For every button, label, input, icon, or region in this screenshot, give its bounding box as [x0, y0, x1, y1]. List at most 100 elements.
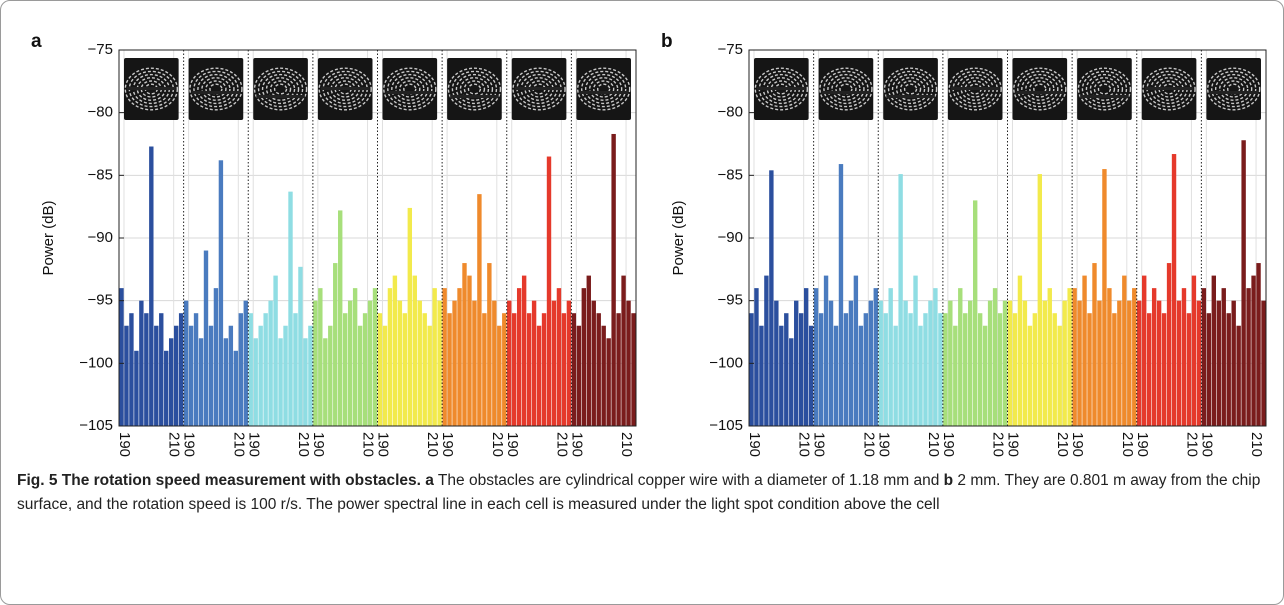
spectrum-bar	[268, 300, 273, 426]
spectrum-bar	[888, 288, 893, 426]
spectrum-bar	[759, 325, 764, 426]
inset-fringe	[576, 67, 631, 111]
spectrum-bar	[798, 313, 804, 426]
spectrum-bar	[1251, 275, 1256, 426]
spectrum-bar	[347, 300, 353, 426]
x-tick-label: 190	[1069, 432, 1086, 457]
spectrum-bar	[571, 313, 577, 426]
y-tick-label: −100	[79, 354, 113, 371]
inset-fringe	[269, 80, 292, 98]
inset-fringe	[883, 67, 938, 111]
inset-fringe	[1226, 83, 1241, 95]
spectrum-bar	[432, 288, 437, 426]
y-tick-label: −85	[718, 166, 743, 183]
spectrum-bar	[1062, 300, 1067, 426]
inset-fringe	[1033, 83, 1047, 95]
spectrum-bar	[977, 313, 983, 426]
spectrum-bar	[908, 313, 913, 426]
spectrum-bar	[442, 288, 447, 426]
spectrum-bar	[377, 313, 383, 426]
y-tick-label: −80	[718, 104, 743, 121]
spectrum-bar	[193, 313, 199, 426]
spectrum-bar	[487, 263, 492, 426]
inset-fringe	[205, 80, 227, 98]
spectrum-bar	[198, 338, 204, 426]
spectrum-bar	[928, 300, 933, 426]
y-tick-label: −75	[718, 41, 743, 58]
spectrum-bar	[1231, 300, 1236, 426]
x-tick-label: 190	[1198, 432, 1215, 457]
inset-fringe	[819, 67, 873, 111]
inset-fringe	[592, 80, 615, 98]
y-tick-label: −105	[709, 417, 743, 434]
spectrum-bar	[828, 300, 834, 426]
y-tick-label: −85	[88, 166, 113, 183]
spectrum-bar	[124, 325, 129, 426]
spectrum-bar	[754, 288, 759, 426]
spectrum-bar	[263, 313, 268, 426]
spectrum-bar	[273, 275, 278, 426]
spectrum-bar	[596, 313, 601, 426]
inset-fringe	[197, 73, 235, 105]
inset-fringe	[831, 77, 861, 101]
inset-obstacle	[385, 91, 435, 94]
inset-fringe	[588, 77, 619, 101]
spectrum-bar	[1032, 313, 1038, 426]
spectrum-bar	[853, 275, 859, 426]
inset-fringe	[261, 73, 300, 105]
inset-obstacle	[514, 87, 564, 90]
spectrum-bar	[283, 325, 288, 426]
caption-part: a	[425, 472, 434, 489]
inset-fringe	[273, 83, 288, 95]
spectrum-bar	[586, 275, 591, 426]
spectrum-bar	[1186, 313, 1192, 426]
spectrum-bar	[139, 300, 144, 426]
spectrum-bar	[556, 288, 562, 426]
spectrum-bar	[1122, 275, 1127, 426]
spectrum-bar	[1037, 174, 1043, 426]
spectrum-bar	[808, 325, 814, 426]
inset-fringe	[265, 77, 296, 101]
spectrum-bar	[313, 300, 318, 426]
spectrum-bar	[392, 275, 398, 426]
inset-fringe	[399, 80, 421, 98]
spectrum-bar	[1022, 300, 1028, 426]
inset-fringe	[1142, 67, 1196, 111]
spectrum-bar	[833, 325, 839, 426]
spectrum-bar	[953, 325, 958, 426]
spectrum-bar	[769, 170, 774, 426]
x-tick-label: 210	[990, 432, 1007, 457]
x-tick-label: 190	[875, 432, 892, 457]
panel-label: b	[661, 31, 673, 52]
spectrum-bar	[208, 325, 214, 426]
y-tick-label: −95	[88, 292, 113, 309]
spectrum-bar	[1171, 154, 1177, 426]
spectrum-bar	[452, 300, 457, 426]
y-axis-label: Power (dB)	[670, 200, 687, 275]
spectrum-bar	[1012, 313, 1018, 426]
x-tick-label: 190	[746, 432, 763, 457]
inset-obstacle	[579, 91, 628, 94]
spectrum-bar	[516, 288, 522, 426]
inset-fringe	[318, 67, 372, 111]
spectrum-bar	[417, 300, 422, 426]
spectrum-bar	[173, 325, 179, 426]
inset-obstacle	[320, 87, 370, 90]
x-tick-label: 210	[860, 432, 877, 457]
inset-fringe	[948, 67, 1002, 111]
spectrum-bar	[818, 313, 824, 426]
spectrum-bar	[482, 313, 487, 426]
spectrum-bar	[611, 133, 616, 426]
y-axis-label: Power (dB)	[40, 200, 57, 275]
spectrum-bar	[764, 275, 769, 426]
spectrum-bar	[248, 313, 253, 426]
inset-fringe	[895, 77, 926, 101]
inset-fringe	[1077, 67, 1132, 111]
spectrum-bar	[119, 288, 124, 426]
inset-fringe	[1093, 80, 1116, 98]
spectrum-bar	[477, 194, 482, 426]
x-tick-label: 210	[489, 432, 506, 457]
inset-fringe	[823, 70, 869, 108]
